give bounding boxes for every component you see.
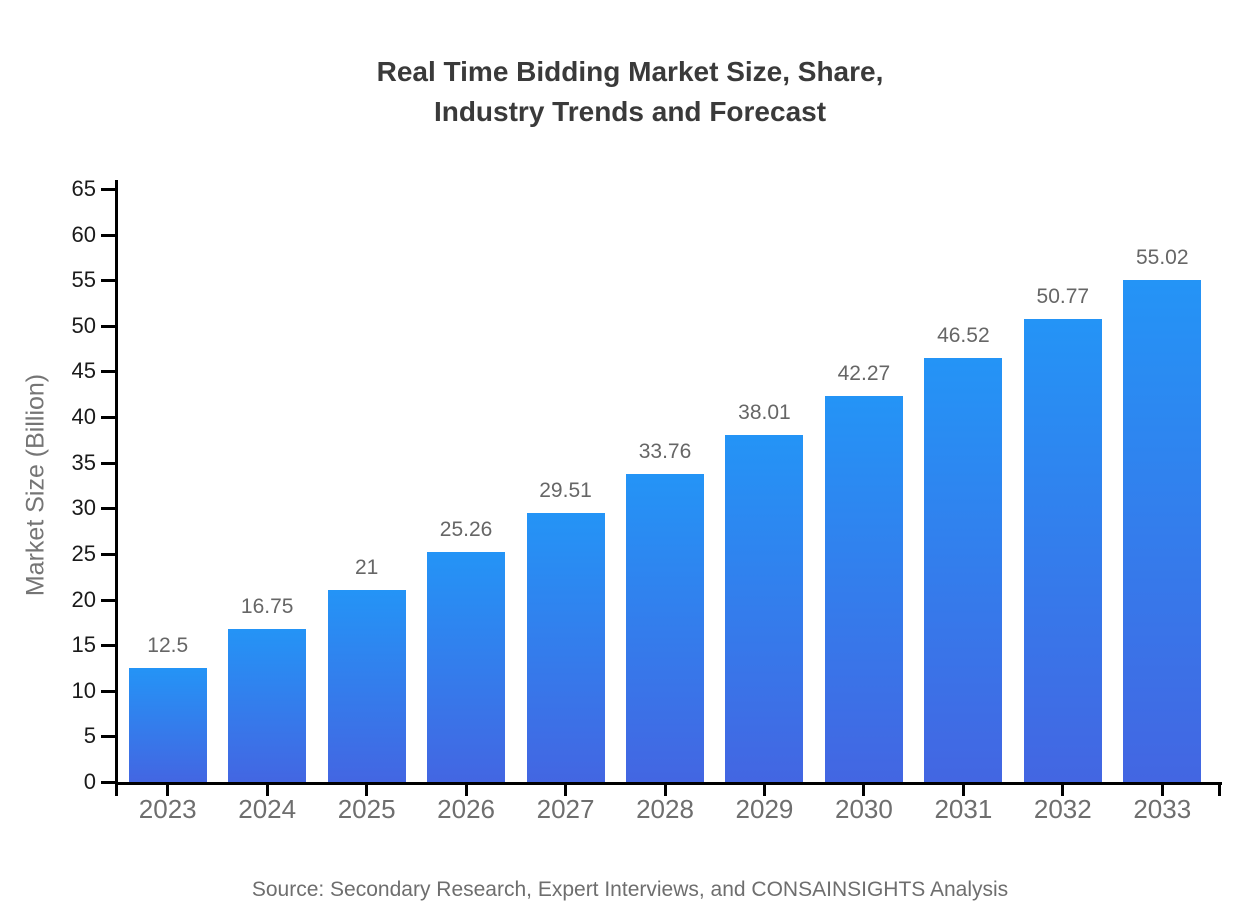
y-tick-mark — [101, 188, 115, 191]
y-tick-mark — [101, 689, 115, 693]
y-tick-label: 15 — [71, 632, 96, 658]
y-tick-mark — [101, 644, 115, 648]
x-tick-label-2032: 2032 — [1033, 794, 1092, 824]
x-tick-mark — [265, 782, 269, 796]
bar-value-label: 46.52 — [937, 323, 990, 347]
y-tick-mark — [101, 735, 115, 739]
x-tick-mark — [464, 782, 468, 796]
y-tick-label: 5 — [83, 723, 96, 749]
bar-value-label: 38.01 — [738, 401, 791, 425]
bar-2023 — [128, 667, 207, 782]
y-tick-mark — [101, 552, 115, 556]
x-tick-label-2030: 2030 — [834, 794, 893, 824]
bar-2029 — [725, 435, 804, 782]
y-axis-line — [115, 180, 118, 785]
bar-2032 — [1023, 318, 1102, 782]
y-tick-mark — [101, 781, 115, 784]
y-tick-label: 20 — [71, 586, 96, 612]
x-tick-label-2029: 2029 — [735, 794, 794, 824]
x-tick-mark — [862, 782, 866, 796]
source-caption: Source: Secondary Research, Expert Inter… — [251, 878, 1009, 901]
bar-2033 — [1123, 280, 1202, 782]
bar-2028 — [626, 474, 704, 782]
chart-title-line-2: Industry Trends and Forecast — [433, 96, 827, 127]
bar-value-label: 42.27 — [837, 362, 891, 386]
x-axis-line — [115, 782, 1222, 785]
x-tick-label-2031: 2031 — [934, 794, 993, 824]
x-tick-label-2024: 2024 — [238, 794, 297, 824]
x-tick-mark — [663, 782, 667, 796]
y-tick-label: 55 — [71, 267, 96, 293]
x-tick-mark — [564, 782, 568, 796]
x-tick-mark — [1160, 782, 1164, 796]
x-tick-mark — [762, 782, 766, 796]
bar-value-label: 12.5 — [147, 633, 189, 657]
x-tick-mark — [961, 782, 965, 796]
y-tick-label: 30 — [71, 495, 96, 521]
x-tick-label-2027: 2027 — [536, 794, 595, 824]
y-tick-label: 50 — [71, 312, 96, 338]
x-tick-mark — [365, 782, 369, 796]
bar-2024 — [228, 629, 307, 782]
y-tick-mark — [101, 416, 115, 420]
bar-2025 — [327, 590, 406, 782]
x-tick-mark — [166, 782, 170, 796]
y-tick-mark — [101, 324, 115, 328]
chart-title: Real Time Bidding Market Size, Share, In… — [0, 52, 1260, 132]
y-tick-mark — [101, 507, 115, 511]
x-axis-end-tick — [1218, 782, 1221, 796]
x-axis-corner-tick — [115, 782, 118, 796]
chart-title-line-1: Real Time Bidding Market Size, Share, — [376, 56, 884, 87]
bar-value-label: 55.02 — [1135, 246, 1189, 270]
y-tick-mark — [101, 370, 115, 374]
y-tick-label: 35 — [71, 449, 96, 475]
x-tick-label-2028: 2028 — [636, 794, 694, 824]
x-tick-label-2025: 2025 — [337, 794, 396, 824]
bar-value-label: 33.76 — [638, 440, 692, 463]
y-tick-label: 60 — [71, 221, 96, 247]
x-tick-label-2023: 2023 — [138, 794, 197, 824]
y-tick-label: 40 — [71, 404, 96, 430]
bar-value-label: 50.77 — [1036, 284, 1090, 308]
x-tick-label-2033: 2033 — [1133, 794, 1192, 824]
y-tick-mark — [101, 598, 115, 602]
bar-value-label: 25.26 — [439, 517, 493, 541]
bar-2031 — [924, 357, 1003, 782]
y-tick-mark — [101, 461, 115, 465]
bar-2026 — [427, 551, 506, 782]
bar-value-label: 16.75 — [240, 595, 294, 619]
y-tick-label: 10 — [71, 677, 96, 703]
y-tick-mark — [101, 279, 115, 283]
x-tick-label-2026: 2026 — [437, 794, 495, 824]
y-tick-mark — [101, 233, 115, 237]
y-tick-label: 45 — [71, 358, 96, 384]
bar-value-label: 29.51 — [539, 478, 592, 502]
y-tick-label: 25 — [71, 540, 96, 566]
y-tick-label: 0 — [83, 769, 96, 794]
bar-2027 — [526, 512, 605, 782]
bar-value-label: 21 — [354, 556, 379, 580]
y-tick-label: 65 — [71, 176, 96, 201]
bar-2030 — [824, 396, 903, 782]
x-tick-mark — [1061, 782, 1065, 796]
